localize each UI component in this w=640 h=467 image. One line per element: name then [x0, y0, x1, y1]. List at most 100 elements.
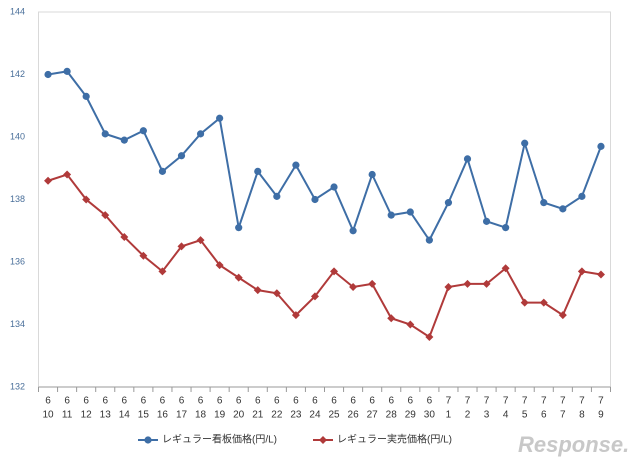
x-tick-label: 7: [541, 396, 547, 407]
point: [158, 267, 167, 276]
point: [196, 236, 205, 245]
x-tick-label: 6: [102, 396, 108, 407]
point: [425, 236, 433, 244]
x-tick-label: 7: [484, 396, 490, 407]
point: [368, 170, 376, 179]
x-tick-label: 20: [233, 410, 245, 421]
x-tick-label: 6: [293, 396, 299, 407]
y-tick-label: 144: [10, 6, 25, 16]
x-tick-label: 21: [252, 410, 264, 421]
x-tick-label: 6: [541, 410, 547, 421]
legend-label: レギュラー看板価格(円/L): [162, 433, 277, 446]
x-tick-label: 6: [350, 396, 356, 407]
x-tick-label: 7: [503, 396, 509, 407]
point: [387, 211, 395, 219]
point: [177, 242, 186, 251]
point: [406, 320, 415, 329]
point: [330, 267, 339, 276]
point: [425, 333, 434, 341]
x-tick-label: 6: [45, 396, 51, 407]
point: [311, 195, 319, 204]
x-tick-label: 6: [331, 396, 337, 407]
point: [158, 167, 167, 175]
x-tick-label: 6: [312, 396, 318, 407]
x-tick-label: 2: [465, 410, 471, 421]
y-tick-label: 140: [10, 131, 25, 141]
x-tick-label: 12: [81, 410, 93, 421]
x-tick-label: 4: [503, 410, 509, 421]
x-tick-label: 15: [138, 410, 150, 421]
x-tick-label: 7: [560, 396, 566, 407]
x-tick-label: 6: [64, 396, 70, 407]
x-tick-label: 6: [141, 396, 147, 407]
point: [444, 199, 453, 207]
series-line: [47, 173, 602, 339]
x-tick-label: 17: [176, 410, 188, 421]
point: [502, 224, 510, 232]
x-tick-label: 6: [217, 396, 223, 407]
x-tick-label: 19: [214, 410, 226, 421]
x-tick-label: 7: [598, 396, 604, 407]
point: [463, 279, 472, 288]
x-tick-label: 6: [179, 396, 185, 407]
x-tick-label: 22: [271, 410, 283, 421]
x-tick-label: 6: [255, 396, 261, 407]
x-tick-label: 6: [369, 396, 375, 407]
point: [349, 283, 358, 291]
point: [596, 270, 605, 279]
series-line: [47, 70, 602, 243]
point: [272, 289, 281, 298]
x-tick-label: 10: [42, 410, 54, 421]
x-tick-label: 6: [198, 396, 204, 407]
point: [368, 279, 377, 288]
x-tick-label: 24: [309, 410, 321, 421]
x-tick-label: 6: [236, 396, 242, 407]
x-tick-label: 7: [579, 396, 585, 407]
y-tick-label: 136: [10, 256, 25, 266]
x-tick-label: 11: [62, 410, 73, 421]
x-tick-label: 1: [446, 410, 452, 421]
point: [559, 205, 567, 213]
x-tick-label: 16: [157, 410, 169, 421]
point: [120, 233, 129, 241]
point: [539, 298, 548, 307]
x-tick-label: 23: [290, 410, 302, 421]
y-tick-label: 142: [10, 69, 25, 79]
point: [253, 286, 262, 295]
point: [540, 199, 548, 207]
y-tick-label: 138: [10, 194, 25, 204]
point: [387, 314, 396, 323]
watermark: Response.: [518, 432, 629, 457]
x-tick-label: 28: [386, 410, 398, 421]
point: [558, 311, 567, 320]
y-tick-label: 132: [10, 381, 25, 391]
point: [101, 211, 110, 220]
point: [139, 127, 147, 135]
point: [196, 130, 205, 138]
x-tick-label: 6: [408, 396, 414, 407]
point: [578, 192, 586, 200]
x-tick-label: 6: [427, 396, 433, 407]
x-tick-label: 7: [465, 396, 471, 407]
point: [139, 251, 148, 260]
point: [235, 224, 243, 232]
legend-label: レギュラー実売価格(円/L): [337, 433, 452, 446]
x-tick-label: 25: [328, 410, 340, 421]
point: [63, 170, 72, 179]
x-tick-label: 6: [388, 396, 394, 407]
x-tick-label: 27: [367, 410, 379, 421]
point: [349, 227, 357, 235]
point: [463, 155, 472, 163]
point: [291, 311, 300, 320]
x-tick-label: 3: [484, 410, 490, 421]
point: [520, 298, 529, 307]
x-tick-label: 26: [348, 410, 360, 421]
x-tick-label: 9: [598, 410, 604, 421]
point: [577, 267, 586, 276]
point: [216, 114, 224, 122]
point: [177, 152, 186, 160]
point: [319, 436, 327, 444]
x-tick-label: 8: [579, 410, 585, 421]
